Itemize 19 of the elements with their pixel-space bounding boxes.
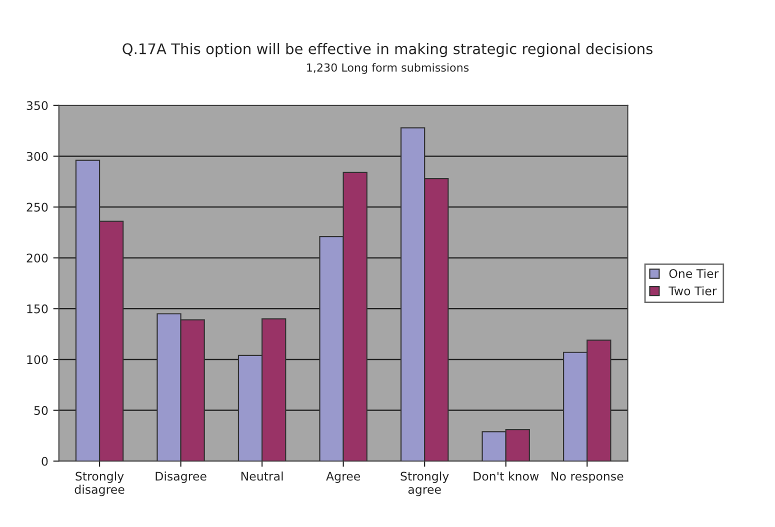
chart-title: Q.17A This option will be effective in making strategic regional decisions (122, 43, 652, 58)
x-tick-label: Agree (326, 472, 360, 483)
x-tick-label: Disagree (156, 472, 206, 483)
y-tick-label: 250 (26, 202, 48, 212)
y-tick-label: 100 (27, 355, 48, 364)
y-tick-label: 50 (34, 406, 48, 415)
legend-label: One Tier (669, 268, 719, 278)
chart-subtitle: 1,230 Long form submissions (307, 63, 469, 74)
legend-label: Two Tier (668, 286, 717, 296)
y-tick-label: 200 (26, 254, 48, 263)
y-tick-label: 350 (26, 101, 48, 110)
x-tick-label: Neutral (241, 472, 283, 481)
x-tick-label: Strongly agree (400, 472, 449, 496)
y-tick-label: 150 (27, 304, 48, 314)
y-tick-label: 0 (42, 456, 48, 466)
x-tick-label: Strongly disagree (74, 472, 124, 496)
y-tick-label: 300 (26, 152, 48, 161)
x-tick-label: No response (552, 472, 624, 483)
x-tick-label: Don't know (474, 472, 539, 481)
